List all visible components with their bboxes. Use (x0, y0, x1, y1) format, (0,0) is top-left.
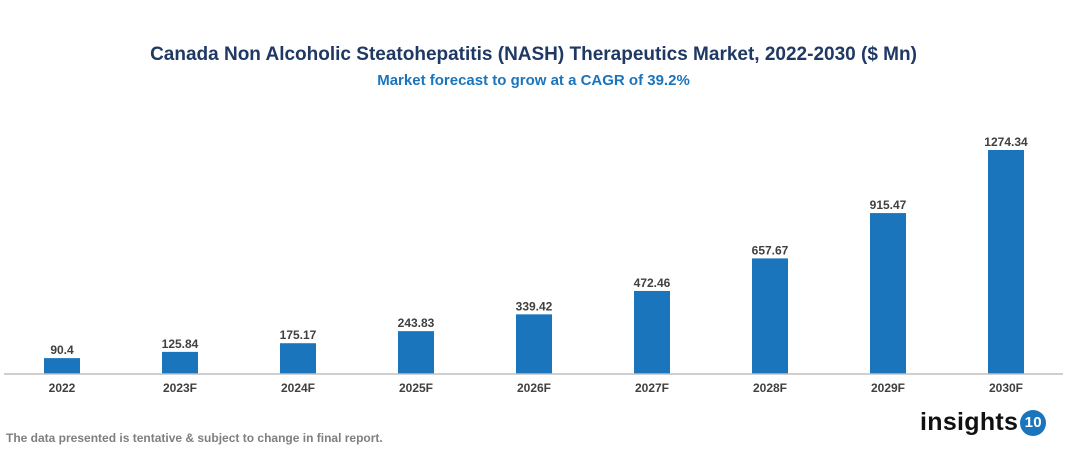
data-label: 339.42 (516, 299, 553, 313)
data-label: 243.83 (398, 316, 435, 330)
data-label: 175.17 (280, 328, 317, 342)
bar-2026F (516, 314, 552, 374)
x-tick-label: 2028F (753, 381, 787, 395)
disclaimer-text: The data presented is tentative & subjec… (6, 431, 383, 445)
bar-2028F (752, 258, 788, 374)
data-label: 1274.34 (984, 135, 1028, 149)
chart-title: Canada Non Alcoholic Steatohepatitis (NA… (150, 44, 917, 65)
bar-2030F (988, 150, 1024, 374)
bar-2029F (870, 213, 906, 374)
x-tick-label: 2025F (399, 381, 433, 395)
bar-2023F (162, 351, 198, 374)
data-label: 915.47 (870, 198, 907, 212)
x-tick-label: 2023F (163, 381, 197, 395)
chart-subtitle: Market forecast to grow at a CAGR of 39.… (377, 72, 690, 89)
data-label: 125.84 (162, 337, 199, 351)
insights10-logo: insights 10 (920, 408, 1047, 437)
x-tick-label: 2024F (281, 381, 315, 395)
bar-2027F (634, 290, 670, 374)
data-label: 657.67 (752, 243, 789, 257)
x-tick-label: 2022 (49, 381, 76, 395)
bar-2024F (280, 343, 316, 374)
x-tick-label: 2029F (871, 381, 905, 395)
x-tick-label: 2030F (989, 381, 1023, 395)
data-label: 472.46 (634, 276, 671, 290)
bar-2025F (398, 331, 434, 374)
bar-2022 (44, 358, 80, 374)
x-tick-label: 2026F (517, 381, 551, 395)
x-tick-label: 2027F (635, 381, 669, 395)
data-label: 90.4 (50, 343, 74, 357)
logo-text: insights (920, 408, 1019, 436)
logo-badge: 10 (1020, 409, 1047, 436)
